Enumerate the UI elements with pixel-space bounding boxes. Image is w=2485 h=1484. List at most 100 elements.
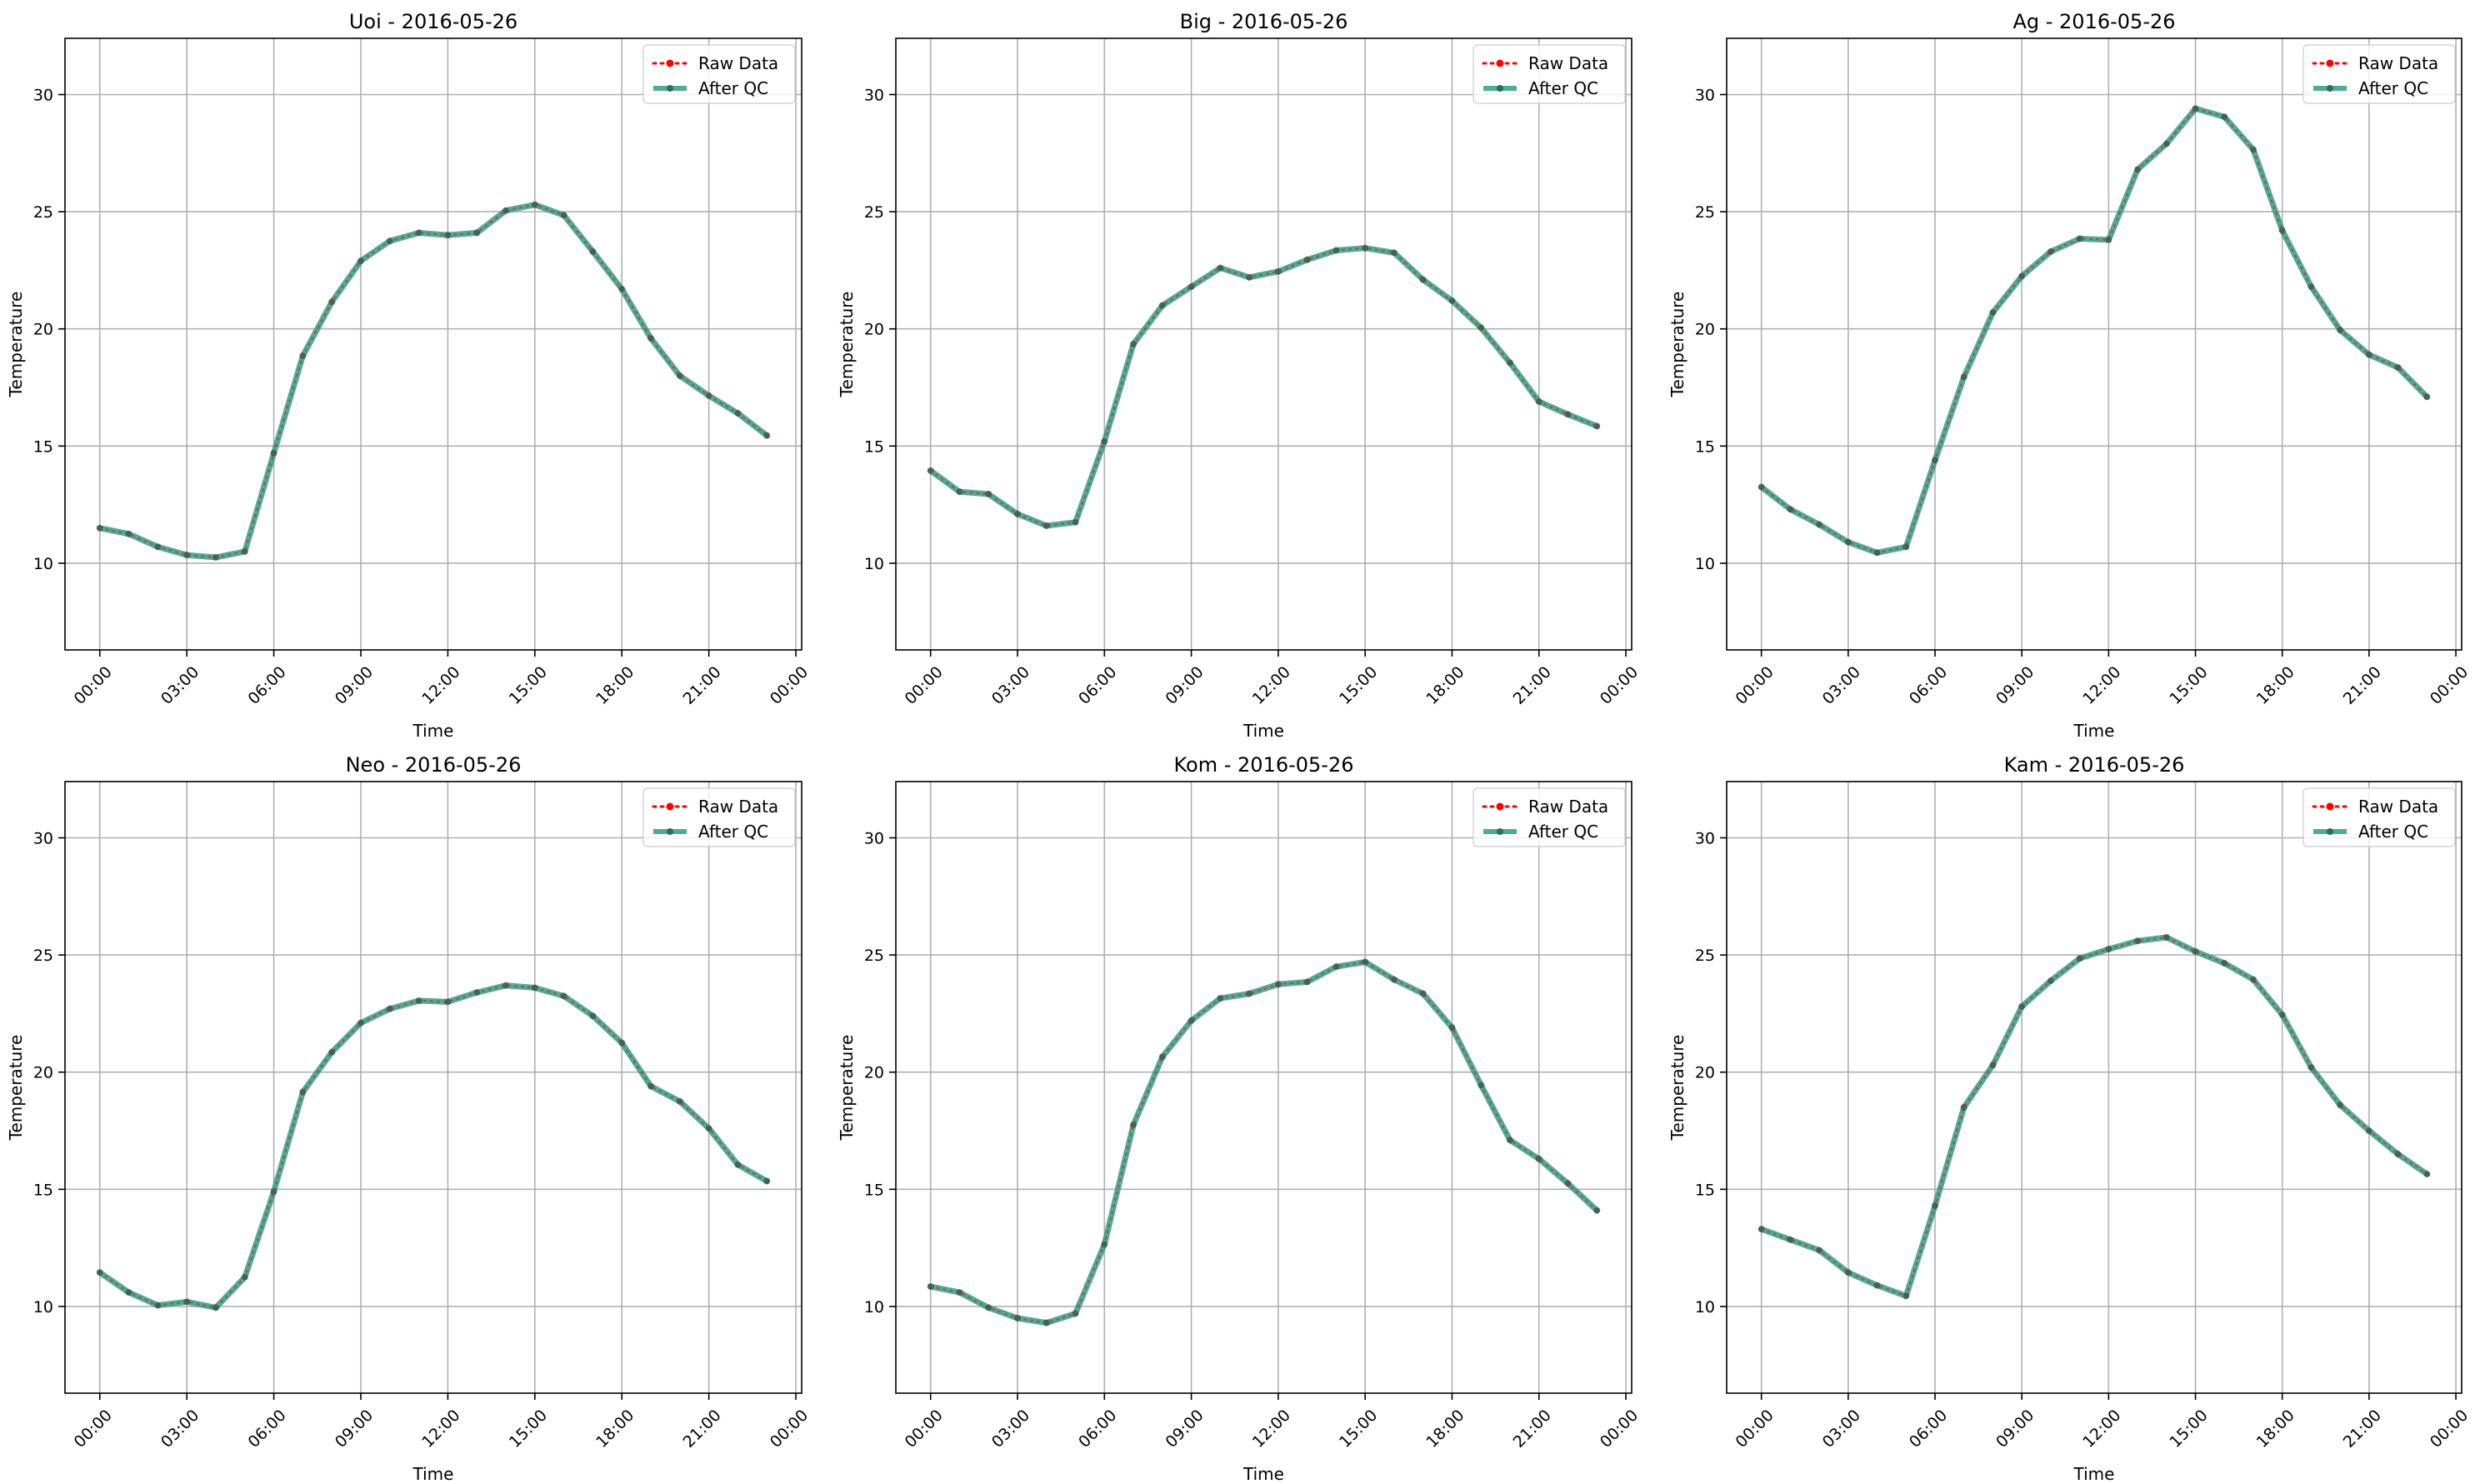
y-tick-label: 25	[1695, 947, 1715, 965]
after-qc-data-point	[1072, 519, 1079, 526]
x-tick-label: 03:00	[988, 663, 1033, 708]
after-qc-data-point	[1130, 1122, 1137, 1128]
subplot-4: 00:00 03:00 06:00 09:00 12:00 15:00 18:00 21:00…	[6, 753, 812, 1484]
after-qc-data-point	[299, 352, 306, 359]
x-tick-label: 03:00	[1819, 1407, 1864, 1452]
after-qc-data-point	[1564, 411, 1572, 417]
after-qc-data-point	[299, 1089, 306, 1096]
after-qc-data-point	[212, 1304, 219, 1311]
x-tick-label: 00:00	[1597, 663, 1642, 708]
after-qc-data-point	[1932, 457, 1938, 463]
y-tick-label: 20	[864, 321, 884, 339]
x-axis-label: Time	[412, 1464, 454, 1484]
data-points	[96, 982, 771, 1312]
after-qc-data-point	[1989, 309, 1997, 316]
after-qc-data-point	[1478, 1082, 1484, 1088]
after-qc-data-point	[1593, 1207, 1600, 1214]
legend-raw-marker	[666, 59, 674, 67]
data-points	[927, 244, 1601, 529]
x-tick-label: 00:00	[71, 1407, 116, 1452]
after-qc-data-point	[2337, 1102, 2343, 1108]
grid	[896, 782, 1632, 1393]
y-tick-label: 10	[33, 1298, 53, 1317]
after-qc-data-point	[444, 232, 452, 238]
x-tick-label: 15:00	[506, 663, 551, 708]
after-qc-data-point	[1902, 543, 1909, 550]
after-qc-data-point	[270, 450, 278, 457]
after-qc-data-point	[1536, 398, 1542, 405]
after-qc-data-point	[2048, 977, 2054, 984]
grid	[65, 782, 802, 1393]
after-qc-data-point	[473, 229, 480, 237]
after-qc-data-point	[2105, 946, 2112, 952]
data-points	[96, 201, 771, 561]
after-qc-data-point	[1961, 1104, 1968, 1111]
x-tick-label: 03:00	[158, 663, 202, 708]
x-axis-label: Time	[1242, 1464, 1284, 1484]
x-tick-label: 00:00	[767, 1407, 812, 1452]
after-qc-data-point	[1332, 963, 1340, 970]
after-qc-data-point	[97, 1269, 103, 1276]
after-qc-data-point	[677, 372, 683, 379]
series-line-raw-data	[1760, 936, 2428, 1297]
after-qc-data-point	[1217, 995, 1223, 1002]
legend-raw-marker	[1496, 802, 1504, 811]
legend-qc-marker	[2327, 85, 2333, 92]
after-qc-data-point	[1420, 990, 1427, 997]
y-tick-label: 15	[1695, 1181, 1715, 1199]
series-line-raw-data	[98, 984, 768, 1309]
x-tick-label: 09:00	[1992, 663, 2038, 708]
legend: Raw Data After QC	[2302, 44, 2456, 104]
x-tick-label: 06:00	[1906, 663, 1951, 708]
after-qc-data-point	[734, 1162, 742, 1168]
after-qc-data-point	[1188, 1017, 1195, 1024]
legend-label-after-qc: After QC	[698, 78, 768, 98]
y-axis-label: Temperature	[837, 292, 857, 398]
after-qc-data-point	[618, 286, 625, 292]
y-tick-label: 25	[33, 203, 53, 222]
after-qc-data-point	[1593, 422, 1600, 430]
after-qc-data-point	[1507, 1137, 1513, 1143]
x-tick-label: 00:00	[902, 663, 947, 708]
after-qc-data-point	[270, 1188, 278, 1195]
after-qc-data-point	[2077, 235, 2083, 242]
x-tick-label: 03:00	[1819, 663, 1864, 708]
after-qc-data-point	[1101, 1241, 1108, 1248]
chart-title: Big - 2016-05-26	[1180, 10, 1348, 33]
after-qc-data-point	[2395, 1151, 2402, 1157]
y-tick-label: 10	[864, 555, 884, 573]
after-qc-data-point	[183, 552, 190, 558]
after-qc-data-point	[1246, 990, 1252, 997]
after-qc-data-point	[2423, 393, 2430, 400]
after-qc-data-point	[444, 998, 452, 1005]
subplot-5: 00:00 03:00 06:00 09:00 12:00 15:00 18:00 21:00…	[837, 753, 1642, 1484]
after-qc-data-point	[677, 1098, 683, 1105]
after-qc-data-point	[561, 212, 568, 218]
axes-frame	[1726, 781, 2462, 1394]
y-tick-label: 30	[33, 829, 53, 847]
after-qc-data-point	[2250, 146, 2257, 153]
after-qc-data-point	[154, 543, 161, 550]
after-qc-data-point	[2366, 352, 2372, 358]
after-qc-data-point	[2134, 166, 2141, 173]
after-qc-data-point	[1072, 1310, 1079, 1317]
after-qc-data-point	[1130, 341, 1137, 347]
y-tick-label: 20	[864, 1064, 884, 1082]
legend: Raw Data After QC	[642, 787, 796, 847]
after-qc-data-point	[2163, 140, 2170, 147]
y-axis-label: Temperature	[1668, 292, 1688, 398]
x-tick-label: 15:00	[1336, 663, 1381, 708]
legend-label-raw-data: Raw Data	[698, 797, 778, 817]
x-tick-label: 03:00	[158, 1407, 202, 1452]
legend-raw-marker	[666, 802, 674, 811]
x-tick-label: 00:00	[902, 1407, 947, 1452]
after-qc-data-point	[1845, 1269, 1852, 1276]
grid	[1727, 38, 2462, 650]
after-qc-data-point	[387, 237, 393, 244]
after-qc-data-point	[1787, 1237, 1793, 1243]
after-qc-data-point	[706, 1125, 712, 1132]
after-qc-data-point	[734, 410, 742, 417]
after-qc-data-point	[2279, 227, 2286, 234]
series-line-raw-data	[98, 203, 768, 559]
